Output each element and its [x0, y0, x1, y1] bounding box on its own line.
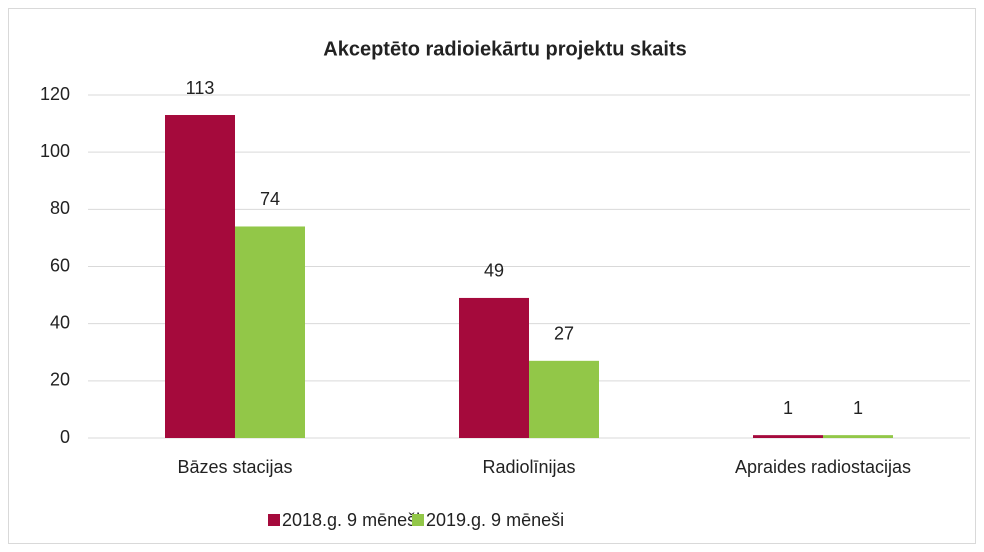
- y-tick-label: 40: [50, 312, 70, 332]
- bar: [165, 115, 235, 438]
- legend-swatch: [412, 514, 424, 526]
- bar: [235, 226, 305, 438]
- data-label: 113: [186, 78, 215, 98]
- data-label: 49: [484, 261, 504, 281]
- y-tick-label: 120: [40, 84, 70, 104]
- bar: [823, 435, 893, 438]
- bar: [459, 297, 529, 438]
- legend-label: 2019.g. 9 mēneši: [426, 510, 564, 530]
- y-tick-label: 20: [50, 370, 70, 390]
- bar: [753, 435, 823, 438]
- chart-title: Akceptēto radioiekārtu projektu skaits: [323, 38, 686, 60]
- y-tick-label: 80: [50, 198, 70, 218]
- x-tick-label: Bāzes stacijas: [177, 457, 292, 477]
- data-label: 74: [260, 189, 280, 209]
- legend-label: 2018.g. 9 mēneši: [282, 510, 420, 530]
- data-label: 1: [783, 398, 793, 418]
- legend-swatch: [268, 514, 280, 526]
- y-tick-label: 60: [50, 255, 70, 275]
- bar: [529, 360, 599, 438]
- data-label: 1: [853, 398, 863, 418]
- data-label: 27: [554, 324, 574, 344]
- x-tick-label: Radiolīnijas: [482, 457, 575, 477]
- y-tick-label: 100: [40, 141, 70, 161]
- y-tick-label: 0: [60, 427, 70, 447]
- x-tick-label: Apraides radiostacijas: [735, 457, 911, 477]
